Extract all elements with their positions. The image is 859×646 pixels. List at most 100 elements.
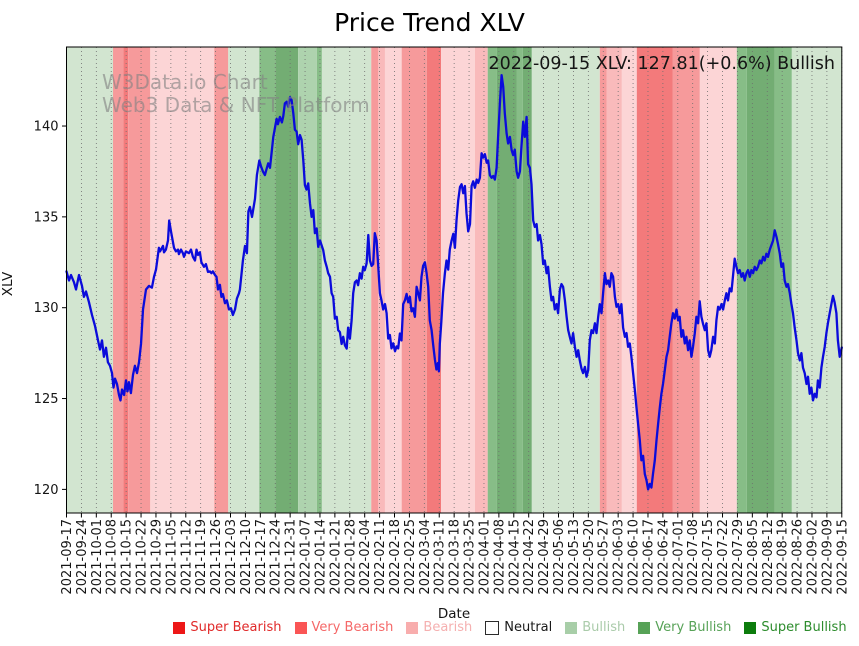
y-axis-label: XLV [0,271,16,297]
sentiment-band [487,47,497,513]
legend-swatch-bullish [565,621,578,634]
x-tick-label: 2022-03-25 [463,519,478,595]
last-price-annotation: 2022-09-15 XLV: 127.81(+0.6%) Bullish [488,54,835,74]
x-tick-label: 2022-06-17 [641,519,656,595]
legend-swatch-very-bullish [638,621,651,634]
x-tick-label: 2022-03-04 [418,519,433,595]
x-tick-label: 2022-04-22 [522,519,537,595]
legend-item-very-bearish: Very Bearish [294,620,393,635]
plot-border [66,46,843,514]
legend-swatch-very-bearish [294,621,307,634]
sentiment-band [371,47,379,513]
x-tick-label: 2022-01-07 [299,519,314,595]
sentiment-band [441,47,475,513]
sentiment-band [401,47,427,513]
x-tick-label: 2022-04-08 [492,519,507,595]
x-tick-label: 2021-12-10 [239,519,254,595]
x-tick-label: 2022-08-26 [791,519,806,595]
sentiment-band [496,47,517,513]
y-tick-label: 130 [34,301,59,316]
x-tick-label: 2022-01-21 [328,519,343,595]
x-tick-label: 2022-05-13 [567,519,582,595]
sentiment-band [474,47,488,513]
sentiment-band [384,47,402,513]
x-tick-label: 2022-06-10 [627,519,642,595]
sentiment-band [746,47,775,513]
sentiment-band [516,47,523,513]
x-tick-label: 2021-09-24 [75,519,90,595]
x-tick-label: 2021-12-24 [269,519,284,595]
x-tick-label: 2021-10-29 [149,519,164,595]
legend-item-neutral: Neutral [485,620,552,635]
sentiment-band [636,47,673,513]
y-tick-label: 135 [34,210,59,225]
legend-item-super-bullish: Super Bullish [744,620,847,635]
x-tick-label: 2022-02-18 [388,519,403,595]
legend: Super Bearish Very Bearish Bearish Neutral B… [168,620,852,635]
x-tick-label: 2022-03-18 [448,519,463,595]
x-tick-label: 2022-09-09 [820,519,835,595]
x-tick-label: 2021-10-01 [90,519,105,595]
sentiment-band [791,47,842,513]
legend-item-super-bearish: Super Bearish [173,620,282,635]
x-tick-label: 2021-10-15 [120,519,135,595]
sentiment-band [113,47,124,513]
sentiment-band [316,47,322,513]
x-tick-label: 2022-07-22 [716,519,731,595]
x-tick-label: 2022-02-04 [358,519,373,595]
sentiment-band [736,47,747,513]
watermark-line1: W3Data.io Chart [102,70,268,94]
legend-item-very-bullish: Very Bullish [638,620,731,635]
sentiment-band [522,47,532,513]
x-tick-label: 2022-07-15 [701,519,716,595]
page-title: Price Trend XLV [334,8,525,37]
sentiment-band [426,47,442,513]
sentiment-band [774,47,792,513]
x-tick-label: 2021-10-08 [105,519,120,595]
x-tick-label: 2022-04-15 [507,519,522,595]
sentiment-band [672,47,700,513]
x-tick-label: 2022-05-06 [552,519,567,595]
x-tick-label: 2022-09-15 [835,519,850,595]
y-tick-label: 140 [34,120,59,135]
sentiment-band [699,47,737,513]
x-tick-label: 2022-06-24 [656,519,671,595]
sentiment-band [228,47,260,513]
x-tick-label: 2022-02-11 [373,519,388,595]
x-tick-label: 2021-11-26 [209,519,224,595]
x-tick-label: 2022-04-29 [537,519,552,595]
sentiment-band [275,47,299,513]
legend-label-super-bullish: Super Bullish [761,620,847,635]
legend-label-bearish: Bearish [423,620,473,635]
x-tick-label: 2021-11-12 [179,519,194,595]
legend-label-bullish: Bullish [582,620,626,635]
legend-item-bearish: Bearish [406,620,472,635]
legend-label-very-bullish: Very Bullish [655,620,732,635]
y-tick-label: 125 [34,392,59,407]
legend-label-neutral: Neutral [504,620,553,635]
legend-swatch-super-bullish [744,621,757,634]
x-tick-label: 2022-07-08 [686,519,701,595]
legend-swatch-neutral [485,620,500,635]
x-tick-label: 2022-06-03 [612,519,627,595]
x-tick-label: 2022-01-14 [313,519,328,595]
x-tick-label: 2022-08-12 [761,519,776,595]
y-tick-label: 120 [34,483,59,498]
x-tick-label: 2022-01-28 [343,519,358,595]
sentiment-band [128,47,151,513]
x-tick-label: 2022-05-20 [582,519,597,595]
x-tick-label: 2021-09-17 [60,519,75,595]
sentiment-band [150,47,215,513]
x-tick-label: 2022-05-27 [597,519,612,595]
sentiment-band [621,47,637,513]
x-axis-label: Date [437,606,471,622]
watermark: W3Data.io Chart Web3 Data & NFT Platform [102,71,370,117]
x-tick-label: 2021-11-19 [194,519,209,595]
watermark-line2: Web3 Data & NFT Platform [102,93,370,117]
x-tick-label: 2022-03-11 [433,519,448,595]
sentiment-band [531,47,600,513]
x-tick-label: 2021-12-31 [284,519,299,595]
x-tick-label: 2022-08-19 [776,519,791,595]
